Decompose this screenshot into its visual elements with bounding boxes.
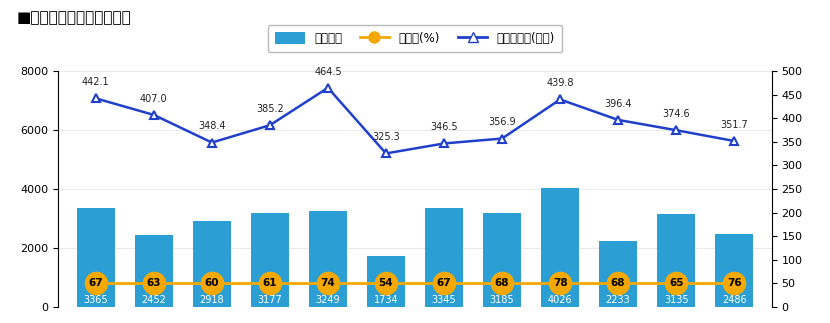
Text: 2452: 2452 bbox=[141, 295, 166, 305]
Text: 61: 61 bbox=[262, 278, 277, 288]
Text: 396.4: 396.4 bbox=[604, 99, 632, 109]
Text: 464.5: 464.5 bbox=[314, 67, 342, 77]
Text: 374.6: 374.6 bbox=[662, 109, 690, 119]
Text: 78: 78 bbox=[553, 278, 568, 288]
Text: 385.2: 385.2 bbox=[256, 104, 284, 114]
Bar bbox=[657, 214, 695, 307]
Bar bbox=[425, 208, 463, 307]
Text: 439.8: 439.8 bbox=[546, 78, 574, 88]
Text: 68: 68 bbox=[495, 278, 510, 288]
Text: 348.4: 348.4 bbox=[198, 121, 226, 131]
Text: 356.9: 356.9 bbox=[488, 118, 516, 128]
Bar bbox=[309, 211, 347, 307]
Text: 60: 60 bbox=[205, 278, 219, 288]
Text: 2486: 2486 bbox=[722, 295, 746, 305]
Text: 4026: 4026 bbox=[548, 295, 573, 305]
Text: 67: 67 bbox=[89, 278, 103, 288]
Text: 3249: 3249 bbox=[315, 295, 340, 305]
Text: 3345: 3345 bbox=[432, 295, 457, 305]
Text: 68: 68 bbox=[611, 278, 625, 288]
Bar bbox=[135, 234, 173, 307]
Text: 2233: 2233 bbox=[606, 295, 631, 305]
Bar bbox=[541, 188, 579, 307]
Bar bbox=[367, 256, 405, 307]
Legend: 供給戸数, 申込率(%), 平均坪単価(万円): 供給戸数, 申込率(%), 平均坪単価(万円) bbox=[268, 25, 562, 52]
Bar bbox=[251, 213, 289, 307]
Text: 3177: 3177 bbox=[257, 295, 282, 305]
Text: 351.7: 351.7 bbox=[720, 120, 748, 130]
Text: 407.0: 407.0 bbox=[140, 94, 168, 104]
Text: ■エリア別供給・月次推移: ■エリア別供給・月次推移 bbox=[17, 10, 131, 25]
Text: 1734: 1734 bbox=[374, 295, 398, 305]
Text: 325.3: 325.3 bbox=[372, 132, 400, 142]
Text: 3185: 3185 bbox=[490, 295, 515, 305]
Text: 63: 63 bbox=[147, 278, 161, 288]
Bar bbox=[77, 208, 115, 307]
Text: 67: 67 bbox=[437, 278, 452, 288]
Text: 346.5: 346.5 bbox=[430, 122, 458, 132]
Bar bbox=[193, 221, 231, 307]
Bar bbox=[715, 234, 753, 307]
Text: 65: 65 bbox=[669, 278, 683, 288]
Text: 54: 54 bbox=[378, 278, 393, 288]
Text: 2918: 2918 bbox=[199, 295, 224, 305]
Text: 76: 76 bbox=[727, 278, 741, 288]
Text: 442.1: 442.1 bbox=[82, 77, 110, 87]
Text: 74: 74 bbox=[320, 278, 335, 288]
Bar bbox=[599, 241, 637, 307]
Text: 3365: 3365 bbox=[84, 295, 108, 305]
Bar bbox=[483, 213, 521, 307]
Text: 3135: 3135 bbox=[664, 295, 688, 305]
